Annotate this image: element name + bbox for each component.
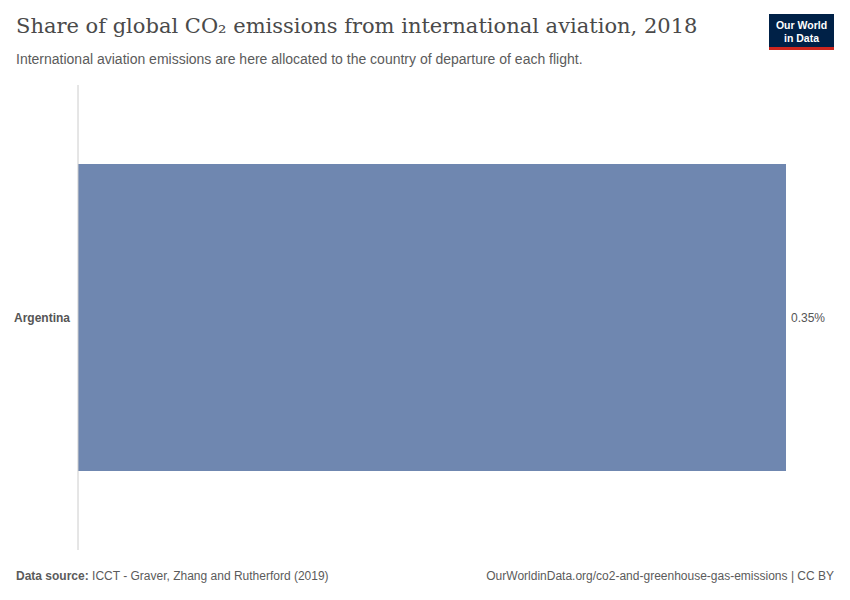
html-text:Share of global CO₂ emissions: Share of global CO₂ emissions from inter… [16, 14, 698, 38]
html-text:OurWorldinData.org/co2-and-gre: OurWorldinData.org/co2-and-greenhouse-ga… [486, 569, 834, 583]
html-text:in Data: in Data [784, 32, 819, 44]
svg-text:Argentina: Argentina [14, 311, 70, 325]
svg-text:0.35%: 0.35% [791, 311, 825, 325]
html-text:Our World: Our World [775, 19, 828, 31]
html-text:Data source: ICCT - Graver, Zh: Data source: ICCT - Graver, Zhang and Ru… [16, 569, 329, 583]
html-text:International aviation emissio: International aviation emissions are her… [16, 51, 583, 67]
